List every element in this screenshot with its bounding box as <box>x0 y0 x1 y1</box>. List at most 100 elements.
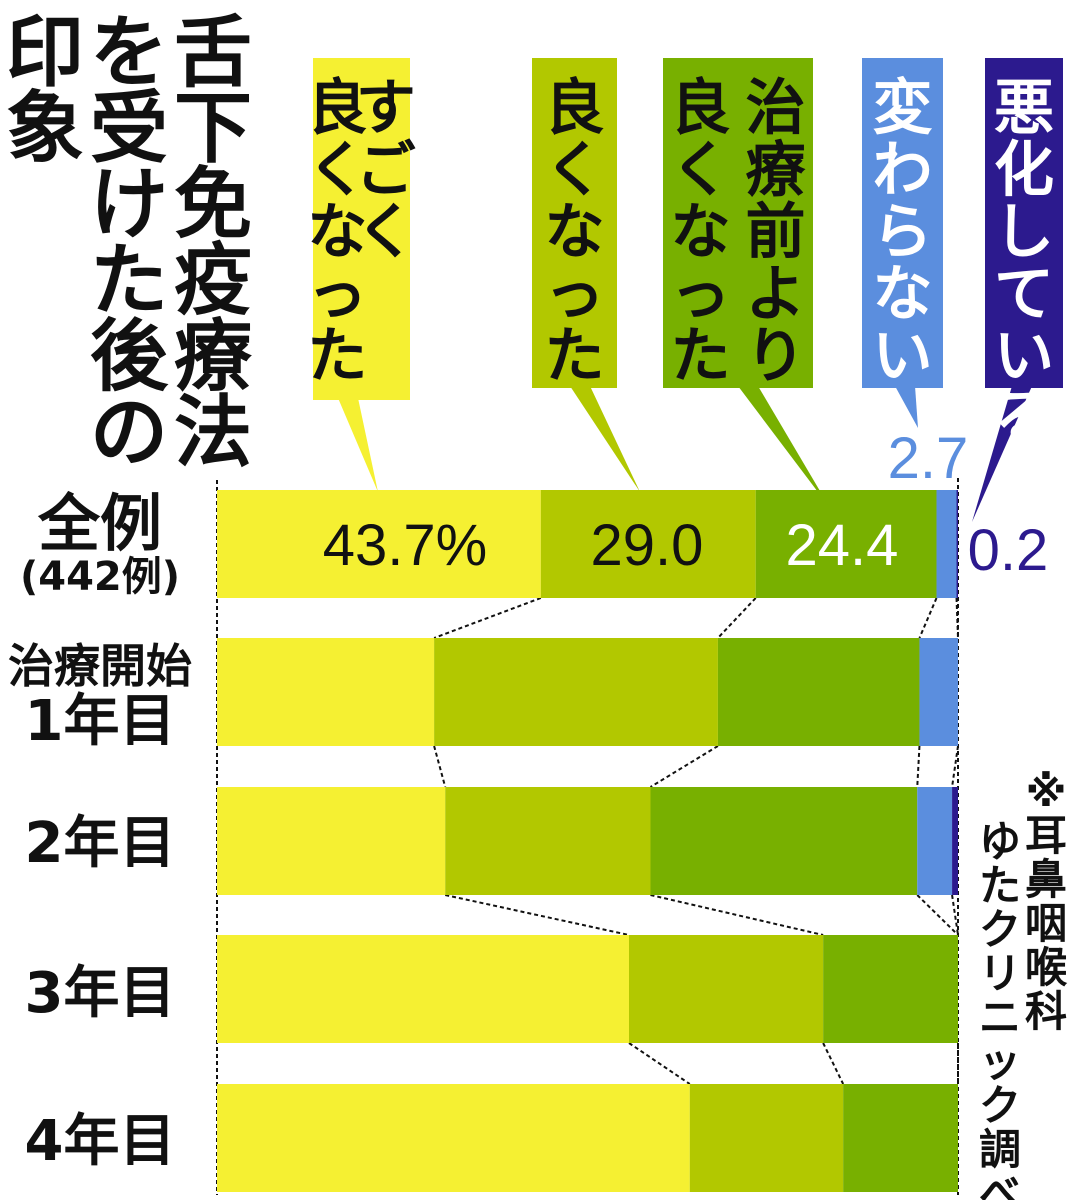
category-label: 2年目 <box>25 811 176 876</box>
data-label: 29.0 <box>591 513 704 578</box>
connector-line <box>916 745 921 788</box>
legend-pointer <box>738 386 830 508</box>
svg-text:鼻: 鼻 <box>1025 855 1067 904</box>
svg-text:た: た <box>90 236 168 326</box>
svg-text:治: 治 <box>746 74 806 144</box>
bar-segment <box>919 638 958 746</box>
category-label-line: 治療開始 <box>8 639 192 693</box>
svg-text:っ: っ <box>545 260 605 330</box>
bar-segment <box>717 638 920 746</box>
bar-row <box>217 490 958 598</box>
svg-text:良: 良 <box>671 74 731 144</box>
svg-text:後: 後 <box>90 312 169 402</box>
connector-line <box>433 745 447 788</box>
bar-segment <box>956 490 958 598</box>
svg-text:療: 療 <box>746 136 806 206</box>
svg-text:っ: っ <box>307 260 367 330</box>
svg-text:悪: 悪 <box>994 74 1054 144</box>
svg-text:ご: ご <box>356 136 416 206</box>
svg-text:ゆ: ゆ <box>979 817 1021 866</box>
bar-segment <box>917 787 953 895</box>
svg-text:り: り <box>746 322 806 392</box>
bar-segment <box>217 935 629 1043</box>
legend-swatch <box>985 58 1063 388</box>
bar-segment <box>217 787 446 895</box>
category-label-line: 4年目 <box>25 1109 176 1174</box>
bar-segment <box>217 638 435 746</box>
bar-segment <box>952 787 958 895</box>
legend-pointer <box>972 386 1032 522</box>
category-label: 4年目 <box>25 1109 176 1174</box>
svg-text:疫: 疫 <box>174 236 252 326</box>
svg-text:を: を <box>90 8 168 98</box>
legend-label: すごく <box>356 74 416 268</box>
svg-text:良: 良 <box>307 74 367 144</box>
svg-text:る: る <box>994 384 1054 454</box>
svg-text:免: 免 <box>174 160 252 250</box>
category-label-line: (442例) <box>20 554 180 600</box>
svg-text:舌: 舌 <box>174 8 252 98</box>
legend-pointer <box>895 386 918 428</box>
data-label: 43.7% <box>323 513 487 578</box>
legend-swatch <box>532 58 617 388</box>
bar-segment <box>217 1084 690 1192</box>
bar-segment <box>217 490 541 598</box>
svg-text:喉: 喉 <box>1025 943 1068 992</box>
bar-segment <box>689 1084 844 1192</box>
svg-text:く: く <box>545 136 605 206</box>
bar-row <box>217 935 958 1043</box>
data-labels: 43.7% 29.0 24.4 2.7 0.2 <box>323 426 1049 583</box>
data-label: 0.2 <box>968 518 1049 583</box>
svg-text:な: な <box>873 260 933 330</box>
svg-text:わ: わ <box>873 136 933 206</box>
bar-segment <box>936 490 957 598</box>
svg-text:ニ: ニ <box>979 993 1021 1042</box>
bars <box>217 490 958 1192</box>
bar-segment <box>843 1084 958 1192</box>
bar-row <box>217 1084 958 1192</box>
category-label: 3年目 <box>25 961 176 1026</box>
svg-text:た: た <box>307 322 367 392</box>
title-column: 印象 <box>6 8 84 174</box>
svg-text:い: い <box>873 322 933 392</box>
connector-line <box>918 597 938 639</box>
legend-pointer <box>338 398 378 492</box>
svg-text:な: な <box>671 198 731 268</box>
svg-text:け: け <box>90 160 168 250</box>
category-label-line: 1年目 <box>25 689 176 754</box>
svg-text:咽: 咽 <box>1025 899 1067 948</box>
svg-text:受: 受 <box>90 84 168 174</box>
svg-text:く: く <box>671 136 731 206</box>
svg-text:の: の <box>90 388 168 478</box>
bar-segment <box>434 638 718 746</box>
svg-text:く: く <box>356 198 416 268</box>
legend-swatch <box>663 58 813 388</box>
bar-segment <box>650 787 918 895</box>
svg-text:法: 法 <box>174 388 252 478</box>
svg-text:療: 療 <box>174 312 252 402</box>
bar-segment <box>823 935 958 1043</box>
svg-text:ク: ク <box>979 905 1021 954</box>
svg-text:変: 変 <box>873 74 933 144</box>
svg-text:た: た <box>671 322 731 392</box>
svg-text:化: 化 <box>994 136 1054 206</box>
svg-text:科: 科 <box>1025 987 1067 1036</box>
connector-line <box>649 745 719 788</box>
connector-line <box>445 894 630 936</box>
svg-text:印: 印 <box>6 8 84 98</box>
svg-text:ら: ら <box>873 198 933 268</box>
